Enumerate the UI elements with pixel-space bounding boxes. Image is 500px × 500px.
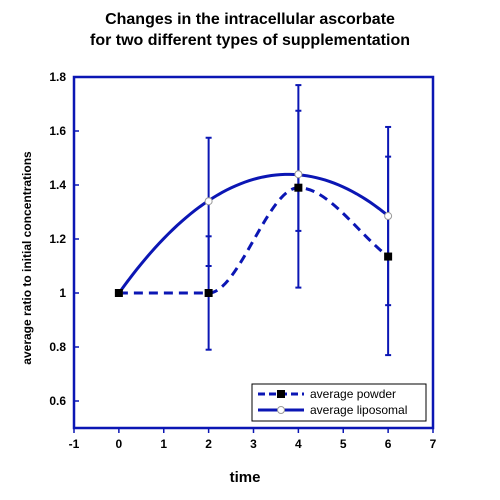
- x-tick-label: 1: [160, 437, 167, 451]
- x-tick-label: 7: [430, 437, 437, 451]
- y-tick-label: 0.6: [49, 394, 66, 408]
- x-tick-label: 0: [116, 437, 123, 451]
- x-tick-label: 6: [385, 437, 392, 451]
- chart-title-line-1: Changes in the intracellular ascorbate: [105, 11, 395, 28]
- data-point-liposomal: [384, 212, 393, 221]
- y-tick-label: 1.6: [49, 124, 66, 138]
- legend-liposomal-marker: [277, 406, 285, 414]
- plot-area: [72, 75, 435, 430]
- data-point-powder: [294, 183, 303, 192]
- y-tick-label: 1.8: [49, 70, 66, 84]
- data-point-liposomal: [294, 170, 303, 179]
- x-tick-label: 4: [295, 437, 302, 451]
- series-line-powder: [118, 186, 390, 295]
- legend-powder-marker: [277, 390, 285, 398]
- y-axis-label: average ratio to initial concentrations: [20, 151, 34, 365]
- y-tick-label: 0.8: [49, 340, 66, 354]
- x-tick-label: 5: [340, 437, 347, 451]
- series-line-liposomal: [117, 172, 390, 295]
- y-tick-label: 1.2: [49, 232, 66, 246]
- x-tick-label: -1: [69, 437, 80, 451]
- legend-powder-label: average powder: [310, 387, 396, 401]
- x-axis: -1 0 1 2 3 4 5 6 7: [69, 428, 437, 451]
- error-bars: [205, 84, 392, 357]
- series-lines: [117, 172, 390, 295]
- data-point-powder: [114, 289, 123, 297]
- data-point-powder: [204, 289, 213, 297]
- legend-liposomal-label: average liposomal: [310, 403, 407, 417]
- x-tick-label: 3: [250, 437, 257, 451]
- y-axis: 0.6 0.8 1 1.2 1.4 1.6 1.8: [49, 70, 79, 408]
- series-markers: [114, 170, 393, 297]
- data-point-liposomal: [204, 197, 213, 206]
- y-tick-label: 1.4: [49, 178, 66, 192]
- x-tick-label: 2: [205, 437, 212, 451]
- x-axis-label: time: [230, 469, 261, 486]
- legend: average powder average liposomal: [251, 383, 427, 422]
- y-tick-label: 1: [59, 286, 66, 300]
- data-point-powder: [384, 252, 393, 261]
- chart-title-line-2: for two different types of supplementati…: [89, 32, 410, 49]
